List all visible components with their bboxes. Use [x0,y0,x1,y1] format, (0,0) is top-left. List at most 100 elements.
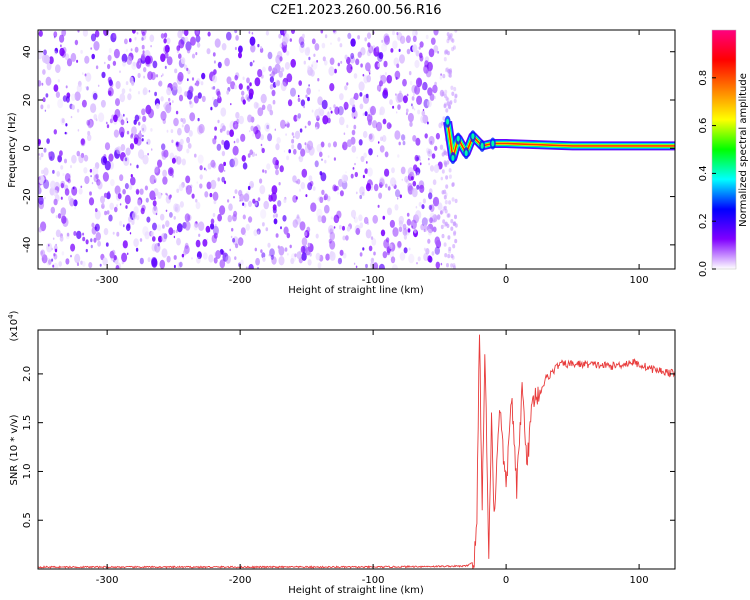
spectrogram-cell [290,58,297,68]
spectrogram-cell [97,84,100,88]
spectrogram-cell [38,175,45,185]
spectrogram-cell [359,222,364,229]
spectrogram-cell [396,31,399,36]
spectrogram-cell [185,185,192,195]
spectrogram-cell [262,169,265,173]
spectrogram-cell [408,253,415,264]
spectrogram-cell [165,192,167,196]
spectrogram-cell [86,119,91,126]
spectrogram-cell [441,91,445,97]
spectrogram-cell [308,175,313,182]
spectrogram-cell [431,153,436,159]
spectrogram-cell [107,63,111,70]
spectrogram-cell [144,185,148,191]
spectrogram-cell [257,266,259,269]
spectrogram-cell [162,169,168,178]
spectrogram-cell [441,209,445,214]
spectrogram-cell [57,155,62,163]
x-tick-label: -100 [362,575,385,586]
spectrogram-cell [210,179,217,190]
spectrogram-cell [194,153,197,158]
spectrogram-cell [122,188,126,195]
spectrogram-cell [353,216,358,223]
spectrogram-cell [55,215,58,219]
spectrogram-cell [158,235,163,243]
spectrogram-cell [299,43,305,54]
spectrogram-cell [66,232,70,237]
spectrogram-cell [419,41,424,48]
spectrogram-cell [191,257,193,260]
spectrogram-cell [147,257,151,262]
spectrogram-cell [350,52,355,60]
signal-blob [446,118,450,125]
spectrogram-cell [141,44,145,50]
spectrogram-cell [68,179,72,183]
spectrogram-cell [46,257,52,266]
spectrogram-cell [53,189,58,197]
spectrogram-cell [384,151,389,158]
spectrogram-cell [40,104,44,110]
spectrogram-cell [113,255,117,261]
spectrogram-cell [390,48,394,53]
spectrogram-cell [151,258,158,268]
spectrogram-cell [82,232,85,236]
spectrogram-cell [226,90,230,95]
spectrogram-cell [347,32,352,40]
spectrogram-cell [333,141,337,148]
spectrogram-cell [449,101,452,106]
spectrogram-cell [402,95,408,104]
spectrogram-cell [142,127,145,131]
spectrogram-cell [423,224,428,232]
spectrogram-cell [70,165,72,169]
spectrogram-cell [146,216,151,223]
spectrogram-cell [119,70,121,73]
spectrogram-cell [317,215,322,223]
spectrogram-cell [88,262,93,269]
spectrogram-cell [411,188,418,198]
spectrogram-cell [51,258,54,262]
spectrogram-cell [142,154,149,165]
spectrogram-cell [271,89,276,97]
spectrogram-cell [42,97,46,103]
spectrogram-cell [405,35,411,44]
spectrogram-cell [360,63,363,68]
spectrogram-cell [271,185,278,195]
spectrogram-cell [313,53,316,57]
spectrogram-cell [260,46,263,50]
spectrogram-cell [70,52,77,62]
spectrogram-cell [305,194,308,198]
spectrogram-cell [252,60,255,63]
spectrogram-cell [268,195,273,202]
spectrogram-cell [120,119,125,126]
spectrogram-cell [324,60,328,66]
spectrogram-cell [103,228,109,236]
spectrogram-cell [171,139,174,144]
spectrogram-cell [177,86,183,94]
spectrogram-cell [362,130,368,139]
spectrogram-cell [53,198,58,206]
spectrogram-cell [316,115,320,122]
spectrogram-cell [260,143,263,147]
spectrogram-cell [64,131,67,135]
spectrogram-cell [135,247,139,252]
spectrogram-cell [292,219,298,228]
spectrogram-cell [163,32,168,38]
spectrogram-cell [85,72,92,82]
spectrogram-cell [272,204,277,211]
spectrogram-cell [189,100,192,105]
spectrogram-cell [245,223,250,231]
spectrogram-cell [131,126,137,136]
spectrogram-cell [184,91,188,97]
spectrogram-cell [66,58,73,67]
spectrogram-cell [234,46,237,51]
spectrogram-cell [432,214,438,223]
spectrogram-cell [126,130,130,135]
spectrogram-cell [398,48,401,53]
spectrogram-cell [412,44,418,53]
spectrogram-cell [59,34,65,43]
spectrogram-cell [122,113,125,117]
spectrogram-cell [432,84,438,94]
spectrogram-cell [197,154,204,164]
spectrogram-cell [429,93,435,101]
spectrogram-cell [296,178,301,185]
